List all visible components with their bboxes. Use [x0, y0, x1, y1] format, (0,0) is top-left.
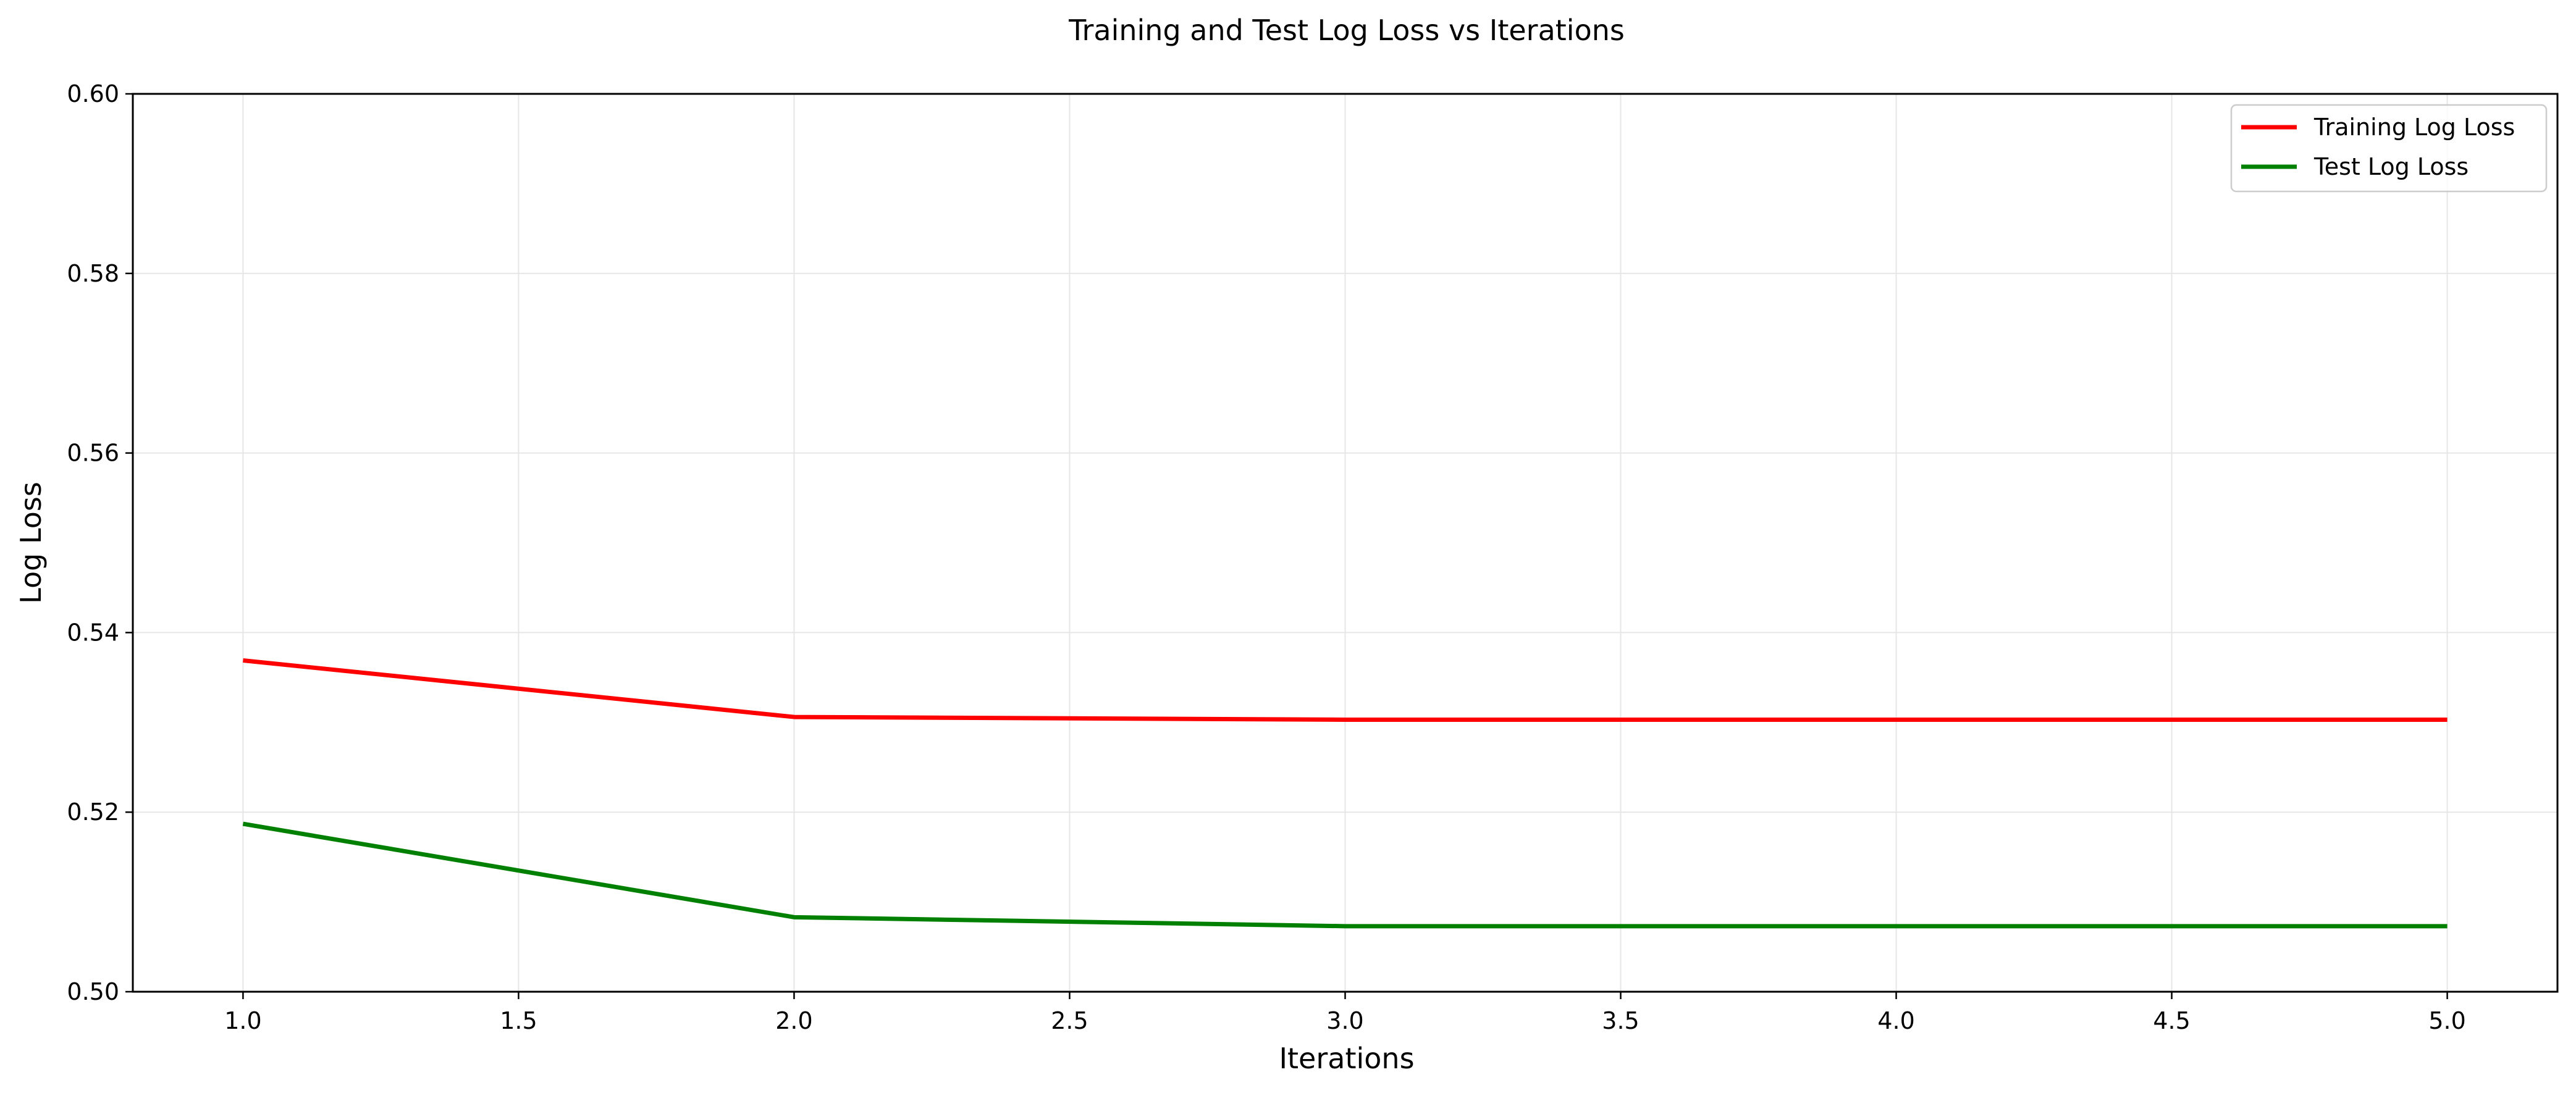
chart-title: Training and Test Log Loss vs Iterations: [1068, 14, 1625, 47]
y-tick-label: 0.60: [67, 80, 119, 107]
x-tick-label: 2.0: [775, 1007, 812, 1034]
x-tick-label: 4.5: [2153, 1007, 2190, 1034]
series-line-training: [243, 658, 2448, 722]
y-axis-label: Log Loss: [14, 482, 48, 604]
x-tick-label: 4.0: [1877, 1007, 1914, 1034]
x-tick-label: 3.5: [1602, 1007, 1639, 1034]
y-tick-label: 0.52: [67, 798, 119, 826]
x-axis-ticks: 1.0 1.5 2.0 2.5 3.0 3.5 4.0 4.5 5.0: [224, 992, 2466, 1034]
legend-label-training: Training Log Loss: [2313, 114, 2515, 141]
x-tick-label: 3.0: [1326, 1007, 1363, 1034]
y-tick-label: 0.56: [67, 440, 119, 467]
series-line-test: [242, 821, 2448, 929]
y-tick-label: 0.54: [67, 619, 119, 646]
y-axis-ticks: 0.50 0.52 0.54 0.56 0.58 0.60: [67, 80, 133, 1005]
x-tick-label: 1.0: [224, 1007, 261, 1034]
series-lines: [242, 658, 2448, 929]
legend-box: [2230, 104, 2548, 193]
x-tick-label: 2.5: [1051, 1007, 1088, 1034]
legend-label-test: Test Log Loss: [2313, 153, 2469, 180]
y-tick-label: 0.50: [67, 978, 119, 1005]
x-tick-label: 1.5: [500, 1007, 537, 1034]
y-tick-label: 0.58: [67, 260, 119, 287]
x-axis-label: Iterations: [1279, 1042, 1414, 1075]
x-tick-label: 5.0: [2428, 1007, 2465, 1034]
grid: [133, 93, 2557, 992]
legend: Training Log Loss Test Log Loss: [2230, 104, 2548, 193]
